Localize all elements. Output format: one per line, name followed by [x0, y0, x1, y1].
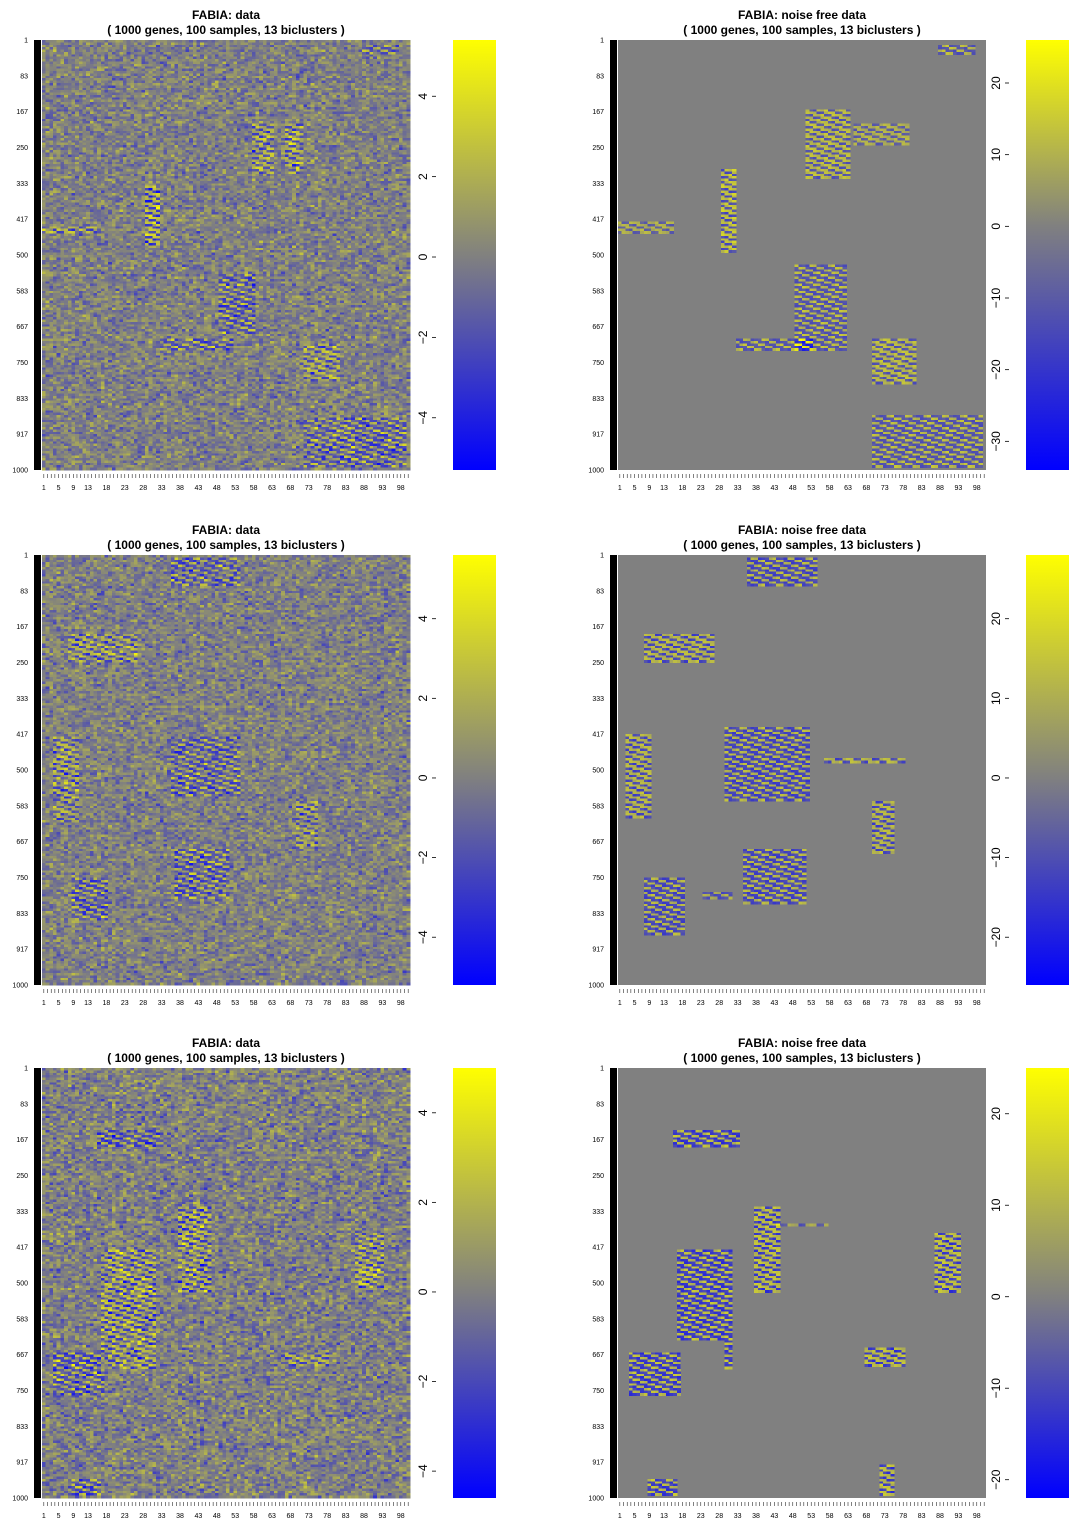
panel-subtitle: ( 1000 genes, 100 samples, 13 biclusters…: [107, 23, 344, 37]
panel-title: FABIA: data: [192, 8, 260, 22]
heatmap-cells: [42, 40, 411, 471]
gene-bar: [34, 40, 41, 470]
heatmap-panel-1: FABIA: data( 1000 genes, 100 samples, 13…: [12, 8, 496, 492]
